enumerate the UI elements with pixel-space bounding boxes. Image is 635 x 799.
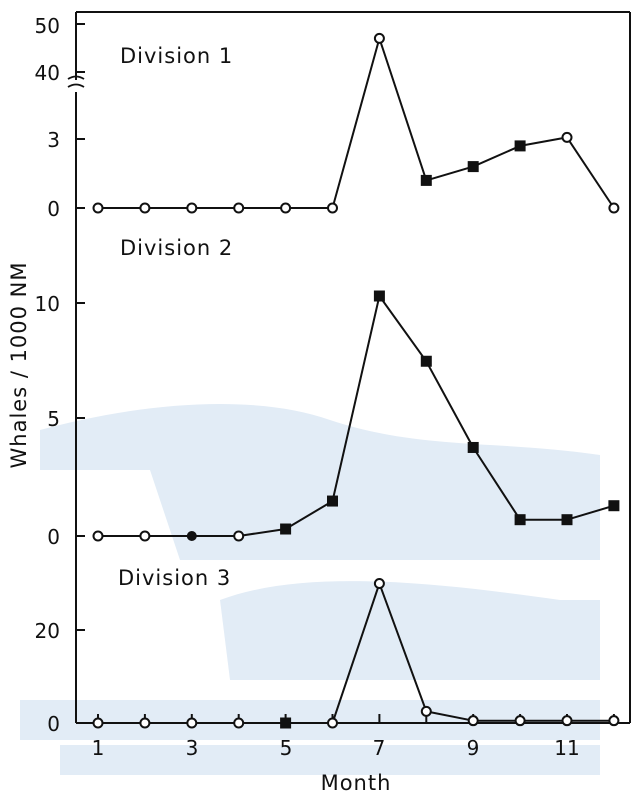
data-point-open-circle [233,530,245,542]
data-point-open-circle [327,717,338,729]
y-tick-label: 40 [35,61,60,85]
data-point-square [280,523,292,535]
data-point-square [514,514,526,526]
y-tick-label: 0 [47,197,60,221]
y-tick-label: 0 [47,712,60,736]
data-point-open-circle [139,717,151,729]
data-point-square [467,161,479,173]
data-point-open-circle [92,202,104,214]
data-point-filled-circle [186,531,197,541]
series-line-division-3 [98,582,614,724]
data-point-open-circle [233,202,245,214]
data-point-square [420,174,432,186]
panel-title-division-2: Division 2 [120,236,233,260]
data-point-open-circle [373,32,385,44]
panel-division-3: Division 3 20 0 [35,566,231,736]
data-point-square [561,514,573,526]
axis-break-mark [67,75,85,80]
series-line-division-2 [98,295,615,537]
data-point-square [514,140,526,152]
data-point-open-circle [561,131,573,143]
x-tick-label: 3 [186,736,199,760]
data-series [92,32,620,729]
panel-title-division-3: Division 3 [118,566,231,590]
series-line-division-1 [98,37,615,209]
y-tick-label: 10 [35,292,60,316]
data-point-square [327,495,338,507]
panel-division-1: Division 1 50 40 3 0 [35,14,233,221]
data-point-open-circle [186,202,198,214]
data-point-open-circle [92,717,104,729]
y-tick-label: 3 [47,128,60,152]
data-point-open-circle [139,530,151,542]
data-point-open-circle [186,717,198,729]
data-point-open-circle [139,202,151,214]
data-point-open-circle [420,705,432,717]
x-tick-label: 9 [467,736,480,760]
x-tick-label: 5 [280,736,293,760]
data-point-open-circle [233,717,245,729]
data-point-open-circle [327,202,338,214]
x-tick-label: 11 [554,736,579,760]
x-axis-title: Month [321,771,392,795]
y-tick-label: 5 [47,407,60,431]
y-tick-label: 0 [47,525,60,549]
x-tick-labels: 1 3 5 7 9 11 [92,736,580,760]
data-point-open-circle [608,202,620,214]
data-point-open-circle [467,715,479,727]
data-point-square [420,355,432,367]
data-point-square [467,441,479,453]
y-tick-label: 50 [35,14,60,38]
y-axis-title: Whales / 1000 NM [7,261,31,468]
data-point-open-circle [514,715,526,727]
data-point-open-circle [92,530,104,542]
panel-title-division-1: Division 1 [120,44,233,68]
data-point-open-circle [373,578,385,589]
data-point-open-circle [280,202,292,214]
x-tick-label: 7 [373,736,386,760]
data-point-square [373,290,385,302]
data-point-square [608,500,620,512]
data-point-open-circle [561,715,573,727]
watermark-logo [20,403,600,775]
panel-division-2: Division 2 10 5 0 [35,236,233,549]
data-point-open-circle [608,715,620,727]
data-point-square [280,717,292,729]
x-tick-label: 1 [92,736,105,760]
y-tick-label: 20 [35,619,60,643]
axis-break-mark [67,83,85,88]
